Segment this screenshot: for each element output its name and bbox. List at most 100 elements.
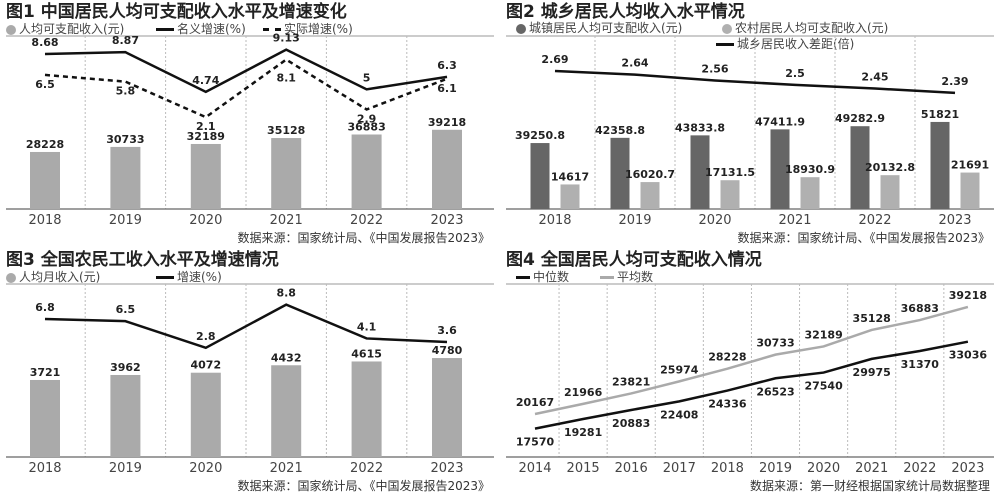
point-value-label: 17570 [516,436,555,449]
legend-line-icon [516,276,530,279]
x-tick-label: 2020 [698,213,731,228]
bar [30,379,60,457]
chart-title: 图1 中国居民人均可支配收入水平及增速变化 [6,2,347,22]
point-value-label: 2.39 [941,75,968,88]
legend-item-gap: 城乡居民收入差距(倍) [716,38,854,51]
bar-value-label: 3721 [30,366,61,379]
point-value-label: 19281 [564,426,602,439]
point-value-label: 2.5 [785,67,805,80]
point-value-label: 2.8 [196,330,216,343]
point-value-label: 24336 [708,398,747,411]
point-value-label: 6.1 [437,82,457,95]
bar-value-label: 32189 [187,130,225,143]
point-value-label: 25974 [660,363,699,376]
point-value-label: 9.13 [273,32,300,45]
point-value-label: 5 [363,71,371,84]
legend-item-nominal: 名义增速(%) [156,23,246,36]
point-value-label: 8.68 [31,36,58,49]
series-line [44,48,448,94]
x-tick-label: 2023 [951,461,984,476]
bar-value-label: 39218 [428,116,466,129]
bar [351,361,382,457]
bar [351,134,382,209]
bar-value-label: 20132.8 [865,161,915,174]
legend-dot-icon [722,23,732,34]
point-value-label: 39218 [949,289,987,302]
x-tick-label: 2020 [807,461,840,476]
bar-value-label: 51821 [921,108,959,121]
point-value-label: 4.1 [357,320,377,333]
x-tick-label: 2019 [109,213,142,228]
legend-dashed-line-icon [263,28,281,31]
point-value-label: 2.69 [541,53,568,66]
legend-item-growth: 增速(%) [156,271,222,284]
chart-title: 图2 城乡居民人均收入水平情况 [506,2,745,22]
x-tick-label: 2018 [28,213,61,228]
bar-value-label: 4072 [190,359,221,372]
point-value-label: 8.8 [276,287,296,300]
bar [110,374,141,457]
bar-value-label: 17131.5 [705,166,755,179]
point-value-label: 2.45 [861,71,888,84]
x-tick-label: 2021 [270,461,303,476]
legend-label: 平均数 [617,270,654,284]
bar [190,372,221,457]
source-note: 数据来源：国家统计局、《中国发展报告2023》 [237,479,490,493]
point-value-label: 28228 [708,351,746,364]
point-value-label: 22408 [660,408,698,421]
legend-item-real: 实际增速(%) [263,23,353,36]
point-value-label: 20883 [612,417,650,430]
legend-item-rural: 农村居民人均可支配收入(元) [722,22,888,35]
bar [560,184,580,209]
x-tick-label: 2023 [430,461,463,476]
bar [530,143,550,209]
legend-item-income: 人均月收入(元) [6,271,100,284]
bar-value-label: 49282.9 [835,112,885,125]
bar-value-label: 4615 [351,347,382,360]
x-tick-label: 2023 [430,213,463,228]
legend-label: 城乡居民收入差距(倍) [737,37,855,51]
chart-panel-4: 图4 全国居民人均可支配收入情况 中位数 平均数 2014 2015 2016 201… [500,248,1000,496]
chart-plot: 2014 2015 2016 2017 2018 2019 2020 2021 2022 2023… [506,283,994,476]
bar [190,143,221,209]
series-line [534,305,969,416]
legend-label: 城镇居民人均可支配收入(元) [529,21,683,35]
point-value-label: 6.5 [35,78,55,91]
bar-value-label: 42358.8 [595,124,645,137]
legend-item-median: 中位数 [516,271,569,284]
x-tick-label: 2015 [567,461,600,476]
x-tick-label: 2019 [109,461,142,476]
bar-value-label: 4432 [271,351,302,364]
bar-value-label: 16020.7 [625,168,675,181]
point-value-label: 8.1 [276,72,296,85]
point-value-label: 29975 [853,366,891,379]
point-value-label: 4.74 [192,74,219,87]
point-value-label: 36883 [901,302,939,315]
bar-value-label: 47411.9 [755,115,805,128]
bar [720,180,740,209]
point-value-label: 6.5 [116,303,136,316]
bar-value-label: 18930.9 [785,163,835,176]
legend-label: 名义增速(%) [177,22,246,36]
chart-panel-2: 图2 城乡居民人均收入水平情况 城镇居民人均可支配收入(元) 农村居民人均可支配… [500,0,1000,248]
x-tick-label: 2022 [858,213,891,228]
x-tick-label: 2021 [778,213,811,228]
chart-title: 图3 全国农民工收入水平及增速情况 [6,250,279,270]
point-value-label: 6.3 [437,59,457,72]
x-tick-label: 2022 [903,461,936,476]
bar [800,177,820,209]
bar [30,151,60,209]
legend-label: 实际增速(%) [284,22,353,36]
point-value-label: 27540 [804,380,843,393]
x-tick-label: 2020 [189,461,222,476]
chart-panel-3: 图3 全国农民工收入水平及增速情况 人均月收入(元) 增速(%) 2018 201… [0,248,500,496]
bar-value-label: 39250.8 [515,129,565,142]
bar-value-label: 30733 [106,133,144,146]
x-tick-label: 2016 [615,461,648,476]
bar-value-label: 36883 [347,120,385,133]
point-value-label: 6.8 [35,301,55,314]
bar [850,126,870,209]
point-value-label: 26523 [756,385,794,398]
point-value-label: 2.9 [357,112,377,125]
bar [880,175,900,209]
